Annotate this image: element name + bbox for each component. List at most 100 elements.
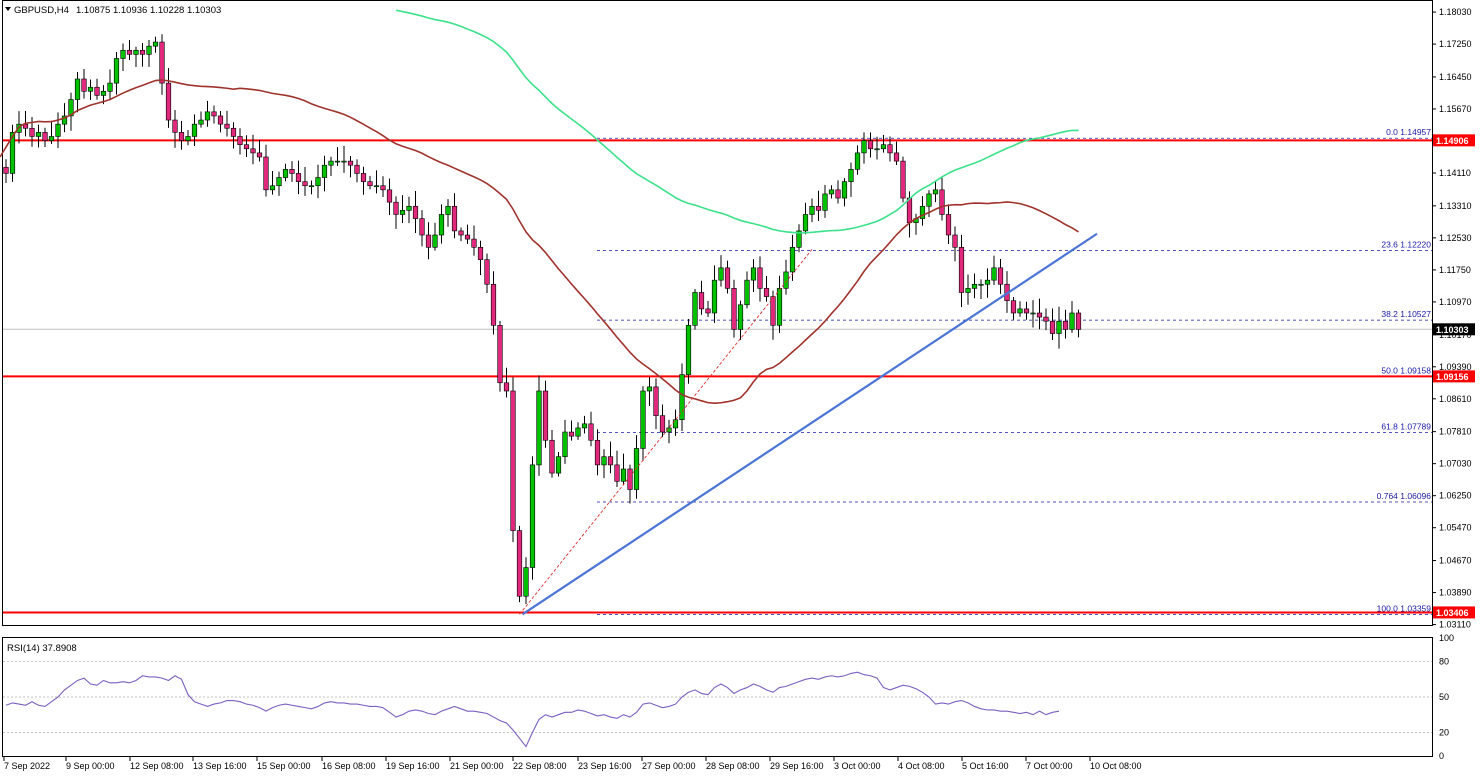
- candle-body: [906, 197, 913, 223]
- candle-body: [282, 169, 289, 178]
- candle-body: [289, 169, 295, 174]
- candle-body: [724, 267, 731, 289]
- candle-body: [68, 99, 74, 117]
- rsi-tick-label: 0: [1439, 751, 1444, 761]
- candle-body: [581, 423, 588, 429]
- candle-body: [607, 456, 614, 466]
- price-tick-label: 1.05470: [1439, 523, 1472, 533]
- trend-line-main[interactable]: [521, 232, 1098, 616]
- candle-body: [711, 279, 718, 314]
- candle-body: [562, 431, 568, 457]
- candle-body: [783, 271, 789, 289]
- candle-body: [94, 86, 100, 96]
- candle-body: [640, 390, 646, 449]
- candle-body: [510, 390, 516, 531]
- candle-body: [1056, 320, 1062, 334]
- candle-body: [536, 390, 542, 466]
- price-axis[interactable]: 1.180301.172501.164501.156701.148901.141…: [1432, 7, 1475, 630]
- rsi-tick-label: 100: [1439, 633, 1454, 643]
- candle-body: [750, 267, 757, 281]
- fib-level-label: 0.764 1.06096: [1377, 491, 1432, 501]
- candle-body: [204, 111, 211, 121]
- candle-body: [939, 189, 945, 215]
- candle-body: [731, 288, 737, 330]
- candle-body: [718, 267, 724, 281]
- time-tick-label: 19 Sep 16:00: [386, 761, 440, 771]
- price-tick-label: 1.03110: [1439, 620, 1471, 630]
- candle-body: [152, 41, 159, 47]
- candle-body: [146, 45, 152, 55]
- current-price-tag-bg: [1433, 323, 1475, 336]
- candle-body: [763, 288, 770, 297]
- candle-body: [893, 152, 900, 162]
- candle-body: [386, 189, 393, 203]
- candle-body: [399, 210, 406, 215]
- candle-body: [321, 164, 328, 178]
- time-axis[interactable]: 7 Sep 2022 9 Sep 00:00 12 Sep 08:00 13 Sep …: [3, 757, 1142, 771]
- candle-body: [529, 464, 536, 568]
- time-tick-label: 21 Sep 00:00: [450, 761, 504, 771]
- candle-body: [620, 468, 627, 482]
- price-tick-label: 1.03890: [1439, 588, 1472, 598]
- dropdown-arrow-icon[interactable]: [5, 7, 11, 11]
- candle-body: [1062, 320, 1069, 330]
- candle-body: [516, 530, 523, 597]
- current-price-tag: 1.10303: [1436, 325, 1469, 335]
- candle-body: [211, 111, 217, 117]
- candle-body: [412, 205, 419, 219]
- price-tick-label: 1.07810: [1439, 427, 1472, 437]
- candle-body: [35, 132, 42, 137]
- candle-body: [1010, 300, 1017, 314]
- candle-body: [367, 181, 373, 187]
- level-price-tag-bg: [1433, 370, 1475, 383]
- time-tick-label: 3 Oct 00:00: [834, 761, 881, 771]
- candle-body: [178, 132, 185, 141]
- symbol-label: GBPUSD,H4: [14, 5, 69, 16]
- candle-body: [880, 144, 887, 150]
- candle-body: [172, 119, 178, 133]
- candle-body: [848, 169, 854, 182]
- candle-body: [685, 325, 692, 375]
- horizontal-levels[interactable]: [3, 139, 1432, 614]
- level-price-tag-bg: [1433, 134, 1475, 147]
- candle-body: [1069, 312, 1075, 330]
- candle-body: [1075, 312, 1082, 330]
- candle-body: [276, 177, 282, 187]
- candle-body: [919, 205, 926, 219]
- candle-body: [100, 91, 107, 96]
- candle-body: [1036, 312, 1043, 318]
- candle-body: [295, 173, 302, 182]
- candle-body: [692, 292, 698, 326]
- candle-body: [380, 185, 386, 191]
- fibonacci-retracement[interactable]: 0.0 1.14957 23.6 1.12220 38.2 1.10527 50.0 …: [597, 127, 1432, 615]
- fib-level-label: 23.6 1.12220: [1381, 240, 1431, 250]
- candle-body: [432, 234, 438, 248]
- moving-average-slow: [395, 9, 1079, 234]
- price-tick-label: 1.14110: [1439, 168, 1471, 178]
- candle-body: [503, 382, 510, 392]
- price-tick-label: 1.07030: [1439, 459, 1472, 469]
- candle-body: [133, 49, 139, 55]
- candle-body: [74, 78, 81, 100]
- candle-body: [347, 160, 354, 166]
- candle-body: [588, 423, 594, 441]
- price-tick-label: 1.12530: [1439, 233, 1472, 243]
- candle-body: [55, 123, 61, 137]
- candle-body: [555, 456, 562, 474]
- candlestick-series: [3, 34, 1082, 605]
- time-tick-label: 22 Sep 08:00: [513, 761, 567, 771]
- candle-body: [867, 140, 874, 150]
- time-tick-label: 28 Sep 08:00: [706, 761, 760, 771]
- level-price-tag: 1.09156: [1436, 372, 1469, 382]
- candle-body: [601, 456, 607, 466]
- candle-body: [445, 205, 451, 215]
- fib-level-label: 38.2 1.10527: [1381, 309, 1431, 319]
- candle-body: [360, 173, 367, 182]
- candle-body: [1043, 316, 1049, 322]
- candle-body: [458, 230, 464, 236]
- rsi-tick-label: 50: [1439, 692, 1449, 702]
- candle-body: [659, 415, 666, 433]
- price-tick-label: 1.04670: [1439, 556, 1472, 566]
- candle-body: [159, 41, 165, 84]
